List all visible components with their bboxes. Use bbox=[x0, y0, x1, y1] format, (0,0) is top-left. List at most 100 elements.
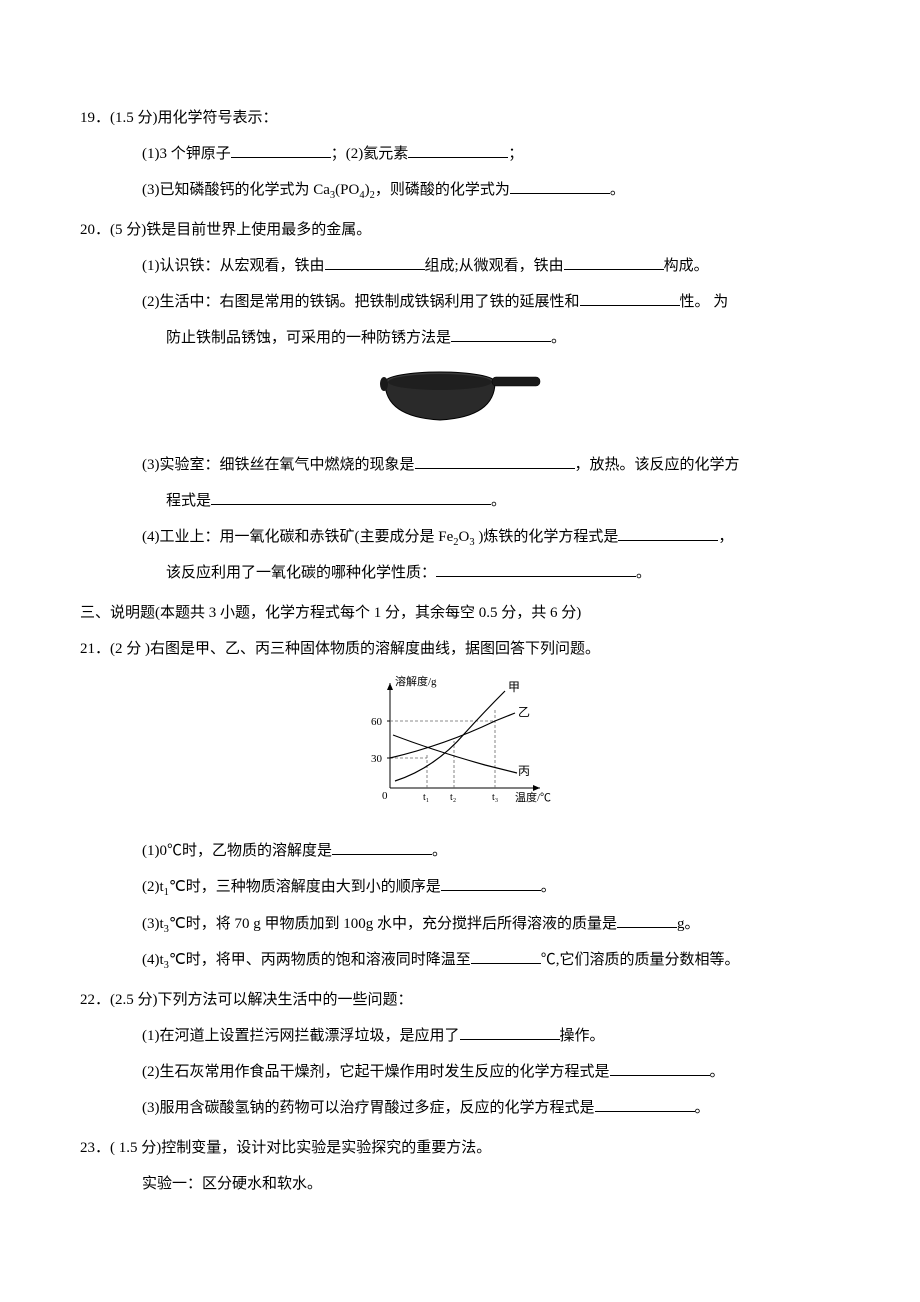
blank bbox=[408, 143, 508, 158]
question-23: 23．( 1.5 分)控制变量，设计对比实验是实验探究的重要方法。 实验一：区分… bbox=[80, 1130, 840, 1202]
blank bbox=[441, 876, 541, 891]
question-19: 19．(1.5 分)用化学符号表示： (1)3 个钾原子 ；(2)氦元素 ； (3)… bbox=[80, 100, 840, 208]
q21-s1-b: 。 bbox=[432, 843, 447, 859]
q21-number: 21． bbox=[80, 641, 110, 657]
q20-s2-b: 性。 为 bbox=[680, 294, 729, 310]
q20-s4-a: (4)工业上：用一氧化碳和赤铁矿(主要成分是 Fe bbox=[142, 529, 453, 545]
q22-sub1: (1)在河道上设置拦污网拦截漂浮垃圾，是应用了 操作。 bbox=[80, 1018, 840, 1054]
q20-sub2-cont: 防止铁制品锈蚀，可采用的一种防锈方法是 。 bbox=[80, 320, 840, 356]
q19-stem: 用化学符号表示： bbox=[158, 110, 278, 126]
q22-number: 22． bbox=[80, 992, 110, 1008]
q21-s3-a: (3)t bbox=[142, 916, 164, 932]
q21-s3-c: g。 bbox=[677, 916, 700, 932]
blank bbox=[510, 179, 610, 194]
q20-sub1: (1)认识铁：从宏观看，铁由组成;从微观看，铁由构成。 bbox=[80, 248, 840, 284]
q22-stem: 下列方法可以解决生活中的一些问题： bbox=[158, 992, 413, 1008]
q20-sub3: (3)实验室：细铁丝在氧气中燃烧的现象是 ，放热。该反应的化学方 bbox=[80, 447, 840, 483]
q22-points: (2.5 分) bbox=[110, 992, 158, 1008]
q22-s2-b: 。 bbox=[710, 1064, 725, 1080]
q21-sub1: (1)0℃时，乙物质的溶解度是 。 bbox=[80, 833, 840, 869]
q23-sub1: 实验一：区分硬水和软水。 bbox=[80, 1166, 840, 1202]
blank bbox=[564, 255, 664, 270]
q19-s2-b: (PO bbox=[335, 182, 359, 198]
q22-s1-b: 操作。 bbox=[560, 1028, 605, 1044]
q23-number: 23． bbox=[80, 1140, 110, 1156]
q20-sub4: (4)工业上：用一氧化碳和赤铁矿(主要成分是 Fe2O3 )炼铁的化学方程式是， bbox=[80, 519, 840, 555]
blank bbox=[460, 1025, 560, 1040]
blank bbox=[332, 840, 432, 855]
solubility-chart-figure: 溶解度/g 温度/℃ 30 60 0 t₁ t₂ t₃ 甲 乙 丙 bbox=[80, 667, 840, 833]
q19-number: 19． bbox=[80, 110, 110, 126]
q19-s1-a: (1)3 个钾原子 bbox=[142, 146, 231, 162]
q19-sub1: (1)3 个钾原子 ；(2)氦元素 ； bbox=[80, 136, 840, 172]
y-axis-label: 溶解度/g bbox=[395, 674, 437, 688]
x-tick-t2: t₂ bbox=[450, 792, 456, 803]
q19-sub2: (3)已知磷酸钙的化学式为 Ca3(PO4)2，则磷酸的化学式为。 bbox=[80, 172, 840, 208]
q23-points: ( 1.5 分) bbox=[110, 1140, 161, 1156]
wok-figure bbox=[80, 356, 840, 447]
q20-stem: 铁是目前世界上使用最多的金属。 bbox=[146, 222, 371, 238]
blank bbox=[617, 913, 677, 928]
question-22: 22．(2.5 分)下列方法可以解决生活中的一些问题： (1)在河道上设置拦污网… bbox=[80, 982, 840, 1126]
q21-s2-b: ℃时，三种物质溶解度由大到小的顺序是 bbox=[169, 879, 441, 895]
q19-points: (1.5 分) bbox=[110, 110, 158, 126]
q20-s4-b: O bbox=[459, 529, 470, 545]
q21-sub3: (3)t3℃时，将 70 g 甲物质加到 100g 水中，充分搅拌后所得溶液的质… bbox=[80, 906, 840, 942]
q19-s2-d: ，则磷酸的化学式为 bbox=[375, 182, 510, 198]
section-3-header: 三、说明题(本题共 3 小题，化学方程式每个 1 分，其余每空 0.5 分，共 … bbox=[80, 595, 840, 631]
blank bbox=[580, 291, 680, 306]
origin-label: 0 bbox=[382, 790, 388, 802]
q20-s3-c: 程式是 bbox=[166, 493, 211, 509]
q20-sub2: (2)生活中：右图是常用的铁锅。把铁制成铁锅利用了铁的延展性和 性。 为 bbox=[80, 284, 840, 320]
q22-sub3: (3)服用含碳酸氢钠的药物可以治疗胃酸过多症，反应的化学方程式是 。 bbox=[80, 1090, 840, 1126]
q20-points: (5 分) bbox=[110, 222, 146, 238]
q21-s4-b: ℃时，将甲、丙两物质的饱和溶液同时降温至 bbox=[169, 952, 471, 968]
blank bbox=[618, 526, 718, 541]
q21-s2-c: 。 bbox=[541, 879, 556, 895]
q20-s4-e: 该反应利用了一氧化碳的哪种化学性质： bbox=[166, 565, 436, 581]
blank bbox=[471, 949, 541, 964]
q21-s4-c: ℃,它们溶质的质量分数相等。 bbox=[541, 952, 740, 968]
x-tick-t3: t₃ bbox=[492, 792, 498, 803]
q22-s3-a: (3)服用含碳酸氢钠的药物可以治疗胃酸过多症，反应的化学方程式是 bbox=[142, 1100, 595, 1116]
q20-s3-b: ，放热。该反应的化学方 bbox=[575, 457, 740, 473]
q21-sub2: (2)t1℃时，三种物质溶解度由大到小的顺序是。 bbox=[80, 869, 840, 905]
blank bbox=[231, 143, 331, 158]
q22-s1-a: (1)在河道上设置拦污网拦截漂浮垃圾，是应用了 bbox=[142, 1028, 460, 1044]
y-tick-30: 30 bbox=[371, 753, 383, 765]
q20-number: 20． bbox=[80, 222, 110, 238]
q22-s3-b: 。 bbox=[695, 1100, 710, 1116]
q20-s2-c: 防止铁制品锈蚀，可采用的一种防锈方法是 bbox=[166, 330, 451, 346]
q19-s2-a: (3)已知磷酸钙的化学式为 Ca bbox=[142, 182, 330, 198]
q21-s3-b: ℃时，将 70 g 甲物质加到 100g 水中，充分搅拌后所得溶液的质量是 bbox=[169, 916, 617, 932]
q23-stem: 控制变量，设计对比实验是实验探究的重要方法。 bbox=[161, 1140, 491, 1156]
q20-s4-f: 。 bbox=[636, 565, 651, 581]
q20-s3-d: 。 bbox=[491, 493, 506, 509]
wok-icon bbox=[370, 362, 550, 427]
q19-s1-c: ； bbox=[508, 146, 523, 162]
q20-s4-d: ， bbox=[718, 529, 733, 545]
curve-label-jia: 甲 bbox=[508, 680, 520, 694]
x-axis-label: 温度/℃ bbox=[515, 790, 551, 804]
q20-sub3-cont: 程式是 。 bbox=[80, 483, 840, 519]
y-tick-60: 60 bbox=[371, 716, 383, 728]
blank bbox=[451, 327, 551, 342]
q21-s2-a: (2)t bbox=[142, 879, 164, 895]
q19-s1-b: ；(2)氦元素 bbox=[331, 146, 409, 162]
blank bbox=[325, 255, 425, 270]
solubility-chart-icon: 溶解度/g 温度/℃ 30 60 0 t₁ t₂ t₃ 甲 乙 丙 bbox=[355, 673, 565, 813]
x-tick-t1: t₁ bbox=[423, 792, 429, 803]
blank bbox=[415, 454, 575, 469]
q21-sub4: (4)t3℃时，将甲、丙两物质的饱和溶液同时降温至℃,它们溶质的质量分数相等。 bbox=[80, 942, 840, 978]
q20-s2-d: 。 bbox=[551, 330, 566, 346]
question-21: 21．(2 分 )右图是甲、乙、丙三种固体物质的溶解度曲线，据图回答下列问题。 … bbox=[80, 631, 840, 978]
q20-s2-a: (2)生活中：右图是常用的铁锅。把铁制成铁锅利用了铁的延展性和 bbox=[142, 294, 580, 310]
blank bbox=[610, 1061, 710, 1076]
q21-points: (2 分 ) bbox=[110, 641, 150, 657]
q20-s1-b: 组成;从微观看，铁由 bbox=[425, 258, 564, 274]
q21-s1-a: (1)0℃时，乙物质的溶解度是 bbox=[142, 843, 332, 859]
q20-s1-c: 构成。 bbox=[664, 258, 709, 274]
q20-s3-a: (3)实验室：细铁丝在氧气中燃烧的现象是 bbox=[142, 457, 415, 473]
question-20: 20．(5 分)铁是目前世界上使用最多的金属。 (1)认识铁：从宏观看，铁由组成… bbox=[80, 212, 840, 591]
q19-s2-e: 。 bbox=[610, 182, 625, 198]
